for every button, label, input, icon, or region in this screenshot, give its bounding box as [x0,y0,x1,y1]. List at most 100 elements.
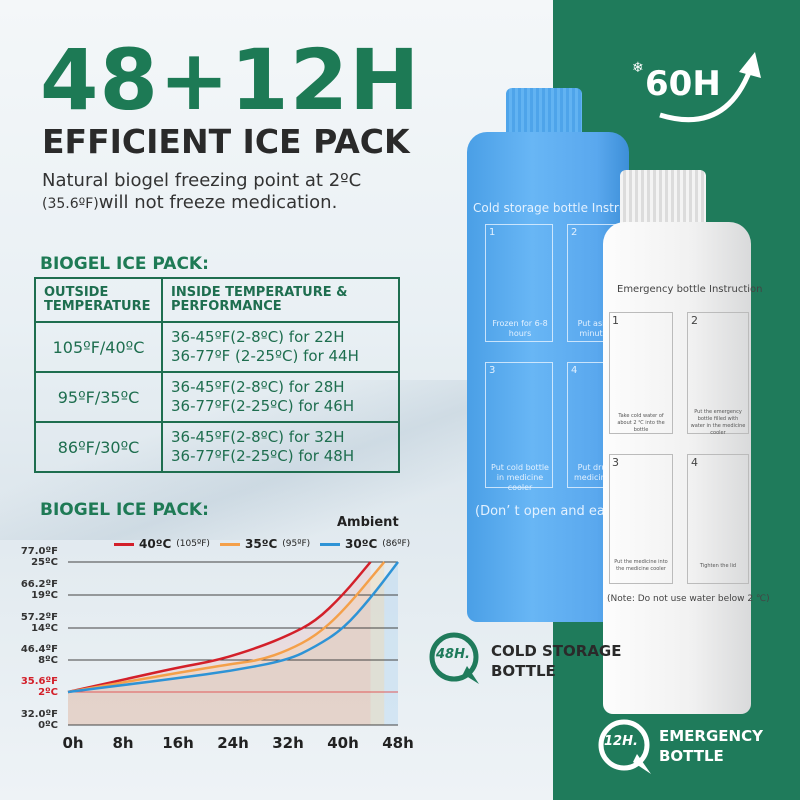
step-text: Put the medicine into the medicine coole… [614,559,668,572]
blue-bottle-cap [506,88,582,138]
cold-label-line2: BOTTLE [491,662,556,680]
step-number: 1 [612,314,619,327]
emergency-bottle: Emergency bottle Instruction 1 Take cold … [603,222,770,714]
step-number: 2 [571,227,578,238]
performance-line: 36-77ºF(2-25ºC) for 48H [171,447,355,465]
subtitle-line-1: Natural biogel freezing point at 2ºC [42,170,362,191]
outside-temp: 95ºF/35ºC [34,371,163,423]
y-tick-f: 46.4ºF [20,644,58,655]
legend-item-35c: 35ºC (95ºF) [220,537,310,551]
table-row: 105ºF/40ºC 36-45ºF(2-8ºC) for 22H 36-77ºF… [34,321,400,373]
outside-temp: 86ºF/30ºC [34,421,163,473]
step-number: 1 [489,227,496,238]
duration-60h: 60H [645,64,721,104]
clock-48h-icon [429,632,479,684]
white-bottle-note: (Note: Do not use water below 2 ℃) [607,594,770,604]
legend-item-40c: 40ºC (105ºF) [114,537,210,551]
legend-title: Ambient [337,515,399,530]
blue-bottle-title: Cold storage bottle Instructions [473,201,663,215]
white-bottle-cap [620,170,706,226]
legend-label-f: (95ºF) [282,539,311,549]
y-tick-c: 2ºC [38,687,58,698]
y-tick-c: 14ºC [31,623,58,634]
step-number: 2 [691,314,698,327]
y-tick-f: 57.2ºF [20,612,58,623]
step-text: Put cold bottle in medicine cooler [491,463,549,492]
cold-label-line1: COLD STORAGE [491,642,622,660]
y-tick-c: 0ºC [38,720,58,731]
y-tick-c: 8ºC [38,655,58,666]
y-tick-label: 57.2ºF 14ºC [14,612,58,634]
x-tick-label: 8h [112,734,134,752]
x-tick-label: 48h [382,734,414,752]
performance-line: 36-77ºF(2-25ºC) for 46H [171,397,355,415]
y-tick-f: 77.0ºF [20,546,58,557]
performance-line: 36-45ºF(2-8ºC) for 28H [171,378,345,396]
legend-swatch [114,542,134,546]
step-text: Put the emergency bottle filled with wat… [690,409,746,436]
x-tick-label: 40h [327,734,359,752]
subtitle: Natural biogel freezing point at 2ºC (35… [42,170,361,215]
step-text: Put dru medicine [574,463,611,482]
emergency-label: EMERGENCY BOTTLE [659,726,763,766]
legend-swatch [220,542,240,546]
y-tick-f: 66.2ºF [20,579,58,590]
instruction-step: 1 Take cold water of about 2 ℃ into the b… [609,312,673,434]
inside-performance: 36-45ºF(2-8ºC) for 22H 36-77ºF (2-25ºC) f… [161,321,400,373]
x-tick-label: 32h [272,734,304,752]
instruction-step: 3 Put cold bottle in medicine cooler [485,362,553,492]
legend-label: 35ºC [245,537,278,551]
step-number: 4 [691,456,698,469]
series-area-1 [68,562,385,725]
instruction-step: 1 Frozen for 6-8 hours [485,224,553,342]
legend-label-f: (86ºF) [382,539,411,549]
y-tick-label: 35.6ºF 2ºC [14,676,58,698]
cold-storage-bottle: Cold storage bottle Instructions 1 Frozen… [467,132,662,622]
instruction-step: 4 Tighten the lid [687,454,749,584]
legend-label-f: (105ºF) [176,539,210,549]
outside-temp: 105ºF/40ºC [34,321,163,373]
emergency-label-line1: EMERGENCY [659,727,763,745]
emergency-label-line2: BOTTLE [659,747,724,765]
white-bottle-title: Emergency bottle Instruction [617,284,763,295]
x-tick-label: 0h [62,734,84,752]
x-tick-label: 24h [217,734,249,752]
table-row: 86ºF/30ºC 36-45ºF(2-8ºC) for 32H 36-77ºF(… [34,421,400,473]
arrow-up-icon [659,52,761,123]
table-row: 95ºF/35ºC 36-45ºF(2-8ºC) for 28H 36-77ºF(… [34,371,400,423]
step-text: Tighten the lid [699,563,737,569]
performance-line: 36-77ºF (2-25ºC) for 44H [171,347,359,365]
y-tick-c: 25ºC [31,557,58,568]
instruction-step: 2 Put the emergency bottle filled with wa… [687,312,749,436]
table-section-title: BIOGEL ICE PACK: [40,254,209,274]
performance-line: 36-45ºF(2-8ºC) for 22H [171,328,345,346]
headline: 48+12H [40,31,421,129]
chart-title: BIOGEL ICE PACK: [40,500,209,520]
step-text: Take cold water of about 2 ℃ into the bo… [617,413,665,433]
y-tick-f: 32.0ºF [20,709,58,720]
subtitle-fahrenheit: (35.6ºF) [42,196,99,212]
y-tick-label: 32.0ºF 0ºC [14,709,58,731]
cold-storage-label: COLD STORAGE BOTTLE [491,641,622,681]
legend-swatch [320,542,340,546]
step-number: 3 [612,456,619,469]
performance-line: 36-45ºF(2-8ºC) for 32H [171,428,345,446]
y-tick-label: 46.4ºF 8ºC [14,644,58,666]
step-number: 4 [571,365,578,376]
legend-item-30c: 30ºC (86ºF) [320,537,410,551]
series-line-35ºC [67,561,386,694]
page-title: EFFICIENT ICE PACK [42,122,410,161]
series-line-40ºC [67,561,372,694]
series-area-2 [68,562,398,725]
subtitle-line-2: will not freeze medication. [98,192,338,213]
blue-bottle-note: (Don’ t open and ea [475,504,605,519]
step-text: Put asi minut [577,319,605,338]
inside-performance: 36-45ºF(2-8ºC) for 28H 36-77ºF(2-25ºC) fo… [161,371,400,423]
performance-table: OUTSIDE TEMPERATURE INSIDE TEMPERATURE &… [34,277,400,473]
table-header-row: OUTSIDE TEMPERATURE INSIDE TEMPERATURE &… [34,277,400,323]
emergency-badge-hours: 12H. [604,734,638,749]
clock-12h-icon [598,719,651,774]
y-tick-label: 66.2ºF 19ºC [14,579,58,601]
legend-label: 40ºC [139,537,172,551]
